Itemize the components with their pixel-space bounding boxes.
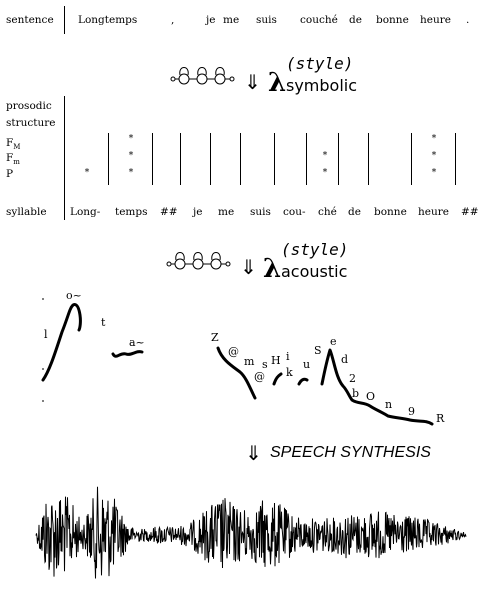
sentence-word: Longtemps bbox=[78, 14, 138, 26]
f0-segment bbox=[272, 372, 283, 386]
syllable-unit: cou- bbox=[283, 206, 306, 218]
star-mark: * bbox=[128, 151, 134, 161]
sentence-word: suis bbox=[256, 14, 277, 26]
hmm-chain-icon bbox=[166, 252, 231, 270]
star-mark: * bbox=[322, 151, 328, 161]
fm-major-label: FM bbox=[6, 137, 20, 151]
phoneme-label: m bbox=[244, 355, 255, 368]
waveform-trace bbox=[35, 486, 467, 579]
fm-minor-label: Fm bbox=[6, 152, 20, 166]
syllable-label: syllable bbox=[6, 206, 47, 218]
star-mark: * bbox=[431, 134, 437, 144]
f-letter: F bbox=[6, 152, 14, 164]
f0-segment bbox=[320, 348, 434, 426]
syllable-unit: heure bbox=[418, 206, 449, 218]
syllable-unit: ## bbox=[461, 206, 479, 218]
syllable-unit: ché bbox=[318, 206, 337, 218]
phoneme-label: s bbox=[262, 358, 268, 371]
star-mark: * bbox=[128, 168, 134, 178]
sentence-word: , bbox=[171, 14, 175, 26]
column-bar bbox=[274, 133, 275, 185]
phoneme-label: t bbox=[101, 316, 106, 329]
lambda-sub: symbolic bbox=[286, 76, 358, 95]
sentence-divider bbox=[64, 6, 65, 34]
syllable-unit: suis bbox=[250, 206, 271, 218]
structure-label: structure bbox=[6, 117, 56, 129]
phoneme-label: l bbox=[44, 328, 48, 341]
phoneme-label: i bbox=[286, 350, 290, 363]
p-label: P bbox=[6, 168, 14, 180]
sentence-label: sentence bbox=[6, 14, 54, 26]
f-letter: F bbox=[6, 137, 14, 149]
syllable-unit: Long- bbox=[70, 206, 101, 218]
phoneme-label: H bbox=[271, 354, 281, 367]
phoneme-label: O bbox=[366, 390, 376, 403]
syllable-unit: je bbox=[193, 206, 203, 218]
phoneme-label: @ bbox=[228, 345, 239, 358]
phoneme-label: u bbox=[303, 358, 311, 371]
speech-waveform bbox=[35, 486, 467, 579]
sentence-word: je bbox=[206, 14, 216, 26]
star-mark: * bbox=[322, 168, 328, 178]
phoneme-label: d bbox=[341, 353, 349, 366]
lambda-sub: acoustic bbox=[281, 262, 348, 281]
m-sub: M bbox=[13, 143, 21, 152]
f0-contour bbox=[41, 298, 434, 426]
prosodic-label: prosodic bbox=[6, 100, 52, 112]
phoneme-label: k bbox=[286, 366, 293, 379]
column-bar bbox=[368, 133, 369, 185]
star-mark: * bbox=[84, 168, 90, 178]
syllable-unit: temps bbox=[115, 206, 148, 218]
syllable-unit: ## bbox=[160, 206, 178, 218]
column-bar bbox=[306, 133, 307, 185]
column-bar bbox=[411, 133, 412, 185]
phoneme-label: o~ bbox=[66, 289, 82, 302]
syllable-unit: bonne bbox=[374, 206, 407, 218]
f0-segment bbox=[297, 377, 309, 386]
prosodic-divider bbox=[64, 96, 65, 220]
column-bar bbox=[152, 133, 153, 185]
phoneme-label: R bbox=[436, 412, 445, 425]
hmm-chain-icon bbox=[170, 67, 235, 85]
column-bar bbox=[180, 133, 181, 185]
phoneme-label: Z bbox=[211, 331, 219, 344]
lambda-sup: (style) bbox=[281, 240, 349, 259]
lambda-sup: (style) bbox=[286, 54, 354, 73]
phoneme-label: n bbox=[385, 398, 393, 411]
sentence-word: couché bbox=[300, 14, 338, 26]
lambda-symbol: λ bbox=[263, 254, 282, 284]
column-bar bbox=[455, 133, 456, 185]
f0-segment bbox=[41, 303, 82, 382]
star-mark: * bbox=[431, 151, 437, 161]
down-double-arrow-icon: ⇓ bbox=[240, 255, 257, 279]
phoneme-label: @ bbox=[254, 370, 265, 383]
column-bar bbox=[338, 133, 339, 185]
sentence-word: heure bbox=[420, 14, 451, 26]
star-mark: * bbox=[128, 134, 134, 144]
sentence-word: me bbox=[223, 14, 240, 26]
phoneme-label: S bbox=[314, 344, 322, 357]
sentence-word: de bbox=[349, 14, 362, 26]
syllable-unit: de bbox=[348, 206, 361, 218]
sentence-word: bonne bbox=[376, 14, 409, 26]
phoneme-label: a~ bbox=[129, 336, 145, 349]
phoneme-label: e bbox=[330, 335, 337, 348]
syllable-unit: me bbox=[218, 206, 235, 218]
down-double-arrow-icon: ⇓ bbox=[245, 441, 262, 465]
m-sub: m bbox=[13, 158, 20, 167]
phoneme-label: 9 bbox=[408, 405, 415, 418]
column-bar bbox=[108, 133, 109, 185]
f0-segment bbox=[111, 350, 144, 358]
down-double-arrow-icon: ⇓ bbox=[244, 70, 261, 94]
phoneme-label: b bbox=[352, 387, 360, 400]
column-bar bbox=[240, 133, 241, 185]
f0-segment bbox=[216, 346, 257, 400]
star-mark: * bbox=[431, 168, 437, 178]
sentence-word: . bbox=[466, 14, 470, 26]
speech-synthesis-label: SPEECH SYNTHESIS bbox=[270, 444, 431, 461]
column-bar bbox=[210, 133, 211, 185]
lambda-symbol: λ bbox=[268, 68, 287, 98]
phoneme-label: 2 bbox=[349, 372, 356, 385]
